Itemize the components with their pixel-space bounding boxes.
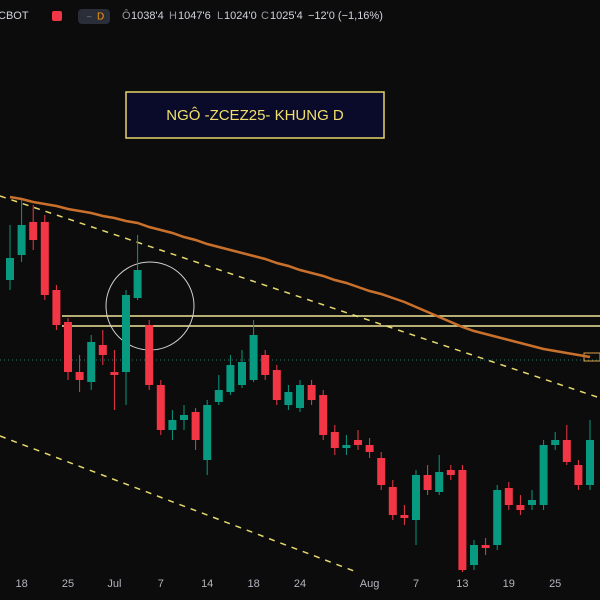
x-tick-label: 14 [201, 578, 213, 590]
x-tick-label: 19 [503, 578, 515, 590]
flag-icon[interactable] [52, 11, 62, 21]
candle-body [330, 432, 339, 448]
candle-body [6, 258, 14, 280]
x-tick-label: 7 [413, 578, 419, 590]
candle-body [458, 470, 467, 570]
candle-body [562, 440, 571, 462]
candle-body [133, 270, 142, 298]
dash: – [87, 12, 92, 21]
chart-title: NGÔ -ZCEZ25- KHUNG D [166, 107, 344, 124]
candle-body [423, 475, 432, 490]
candle-body [412, 475, 420, 520]
title-box: NGÔ -ZCEZ25- KHUNG D [125, 91, 385, 139]
candle-body [493, 490, 502, 545]
candle-body [435, 472, 444, 492]
candle-body [29, 222, 38, 240]
exchange: CBOT [0, 10, 29, 22]
low-value: 1024'0 [224, 10, 257, 22]
candle-body [180, 415, 188, 420]
trend-line-upper [0, 195, 600, 399]
candle-body [296, 385, 304, 408]
candle-body [446, 470, 455, 475]
trend-line-lower [0, 435, 431, 600]
candle-body [191, 412, 200, 440]
change: −12'0 (−1,16%) [308, 10, 383, 22]
candle-body [203, 405, 212, 460]
candle-body [388, 487, 397, 515]
x-tick-label: 7 [158, 578, 164, 590]
candle-body [574, 465, 583, 485]
candle-body [156, 385, 165, 430]
plot-area [0, 195, 600, 600]
candle-body [319, 395, 328, 435]
candle-body [551, 440, 560, 445]
candle-body [272, 370, 281, 400]
candle-body [52, 290, 61, 325]
x-tick-label: Jul [107, 578, 121, 590]
interval-box[interactable] [78, 9, 110, 24]
candle-body [307, 385, 316, 400]
header: CBOT – D Ô 1038'4 H 1047'6 L 1024'0 C 10… [0, 0, 600, 30]
candle-body [17, 225, 26, 255]
candle-body [470, 545, 478, 565]
candle-body [226, 365, 235, 392]
x-tick-label: 24 [294, 578, 306, 590]
candle-body [528, 500, 536, 505]
low-label: L [217, 10, 223, 22]
candle-body [481, 545, 490, 548]
candle-body [400, 515, 409, 518]
open-label: Ô [122, 9, 131, 22]
candle-body [168, 420, 177, 430]
candle-body [214, 390, 223, 402]
candle-body [75, 372, 84, 380]
x-tick-label: Aug [360, 578, 380, 590]
candle-body [238, 362, 246, 385]
candle-body [377, 458, 386, 485]
candle-body [365, 445, 374, 452]
candle-body [145, 325, 154, 385]
candle-body [354, 440, 362, 445]
moving-average [9, 195, 591, 359]
close-value: 1025'4 [270, 10, 303, 22]
x-tick-label: 18 [247, 578, 259, 590]
x-tick-label: 18 [15, 578, 27, 590]
candle-body [261, 355, 270, 375]
candle-body [64, 322, 72, 372]
open-value: 1038'4 [131, 10, 164, 22]
interval: D [97, 12, 104, 23]
candle-body [516, 505, 525, 510]
candle-body [284, 392, 293, 405]
candle-body [539, 445, 548, 505]
candle-body [249, 335, 258, 380]
title-frame [125, 91, 385, 139]
candle-body [586, 440, 594, 485]
candle-body [87, 342, 96, 382]
x-tick-label: 25 [549, 578, 561, 590]
x-axis-band [0, 572, 600, 600]
high-value: 1047'6 [178, 10, 211, 22]
close-label: C [261, 10, 269, 22]
candle-body [504, 488, 513, 505]
candle-body [122, 295, 130, 372]
x-tick-label: 13 [456, 578, 468, 590]
x-tick-label: 25 [62, 578, 74, 590]
high-label: H [169, 10, 177, 22]
candle-body [40, 222, 49, 295]
candle-body [110, 372, 119, 375]
candle-body [98, 345, 107, 355]
candle-body [342, 445, 351, 448]
